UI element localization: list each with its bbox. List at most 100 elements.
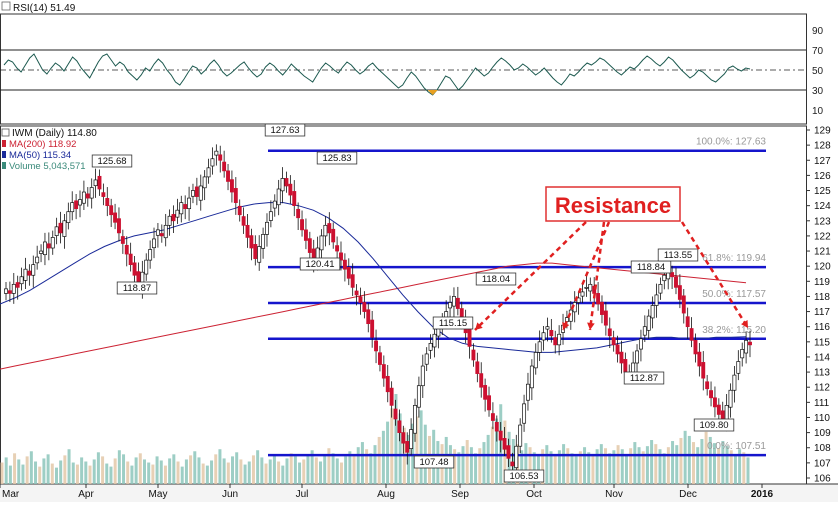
candle-body xyxy=(66,211,71,223)
candle xyxy=(117,207,121,242)
candle xyxy=(167,209,172,236)
candle xyxy=(109,198,114,227)
candle-body xyxy=(23,268,28,281)
volume-bar xyxy=(633,442,637,484)
volume-bar xyxy=(629,448,633,484)
volume-bar xyxy=(595,449,599,484)
price-tick-110: 110 xyxy=(814,413,830,424)
candle xyxy=(23,257,28,290)
x-axis-background xyxy=(0,484,838,502)
price-tick-117: 117 xyxy=(814,307,830,318)
volume-bar xyxy=(319,461,323,484)
volume-bar xyxy=(344,456,348,484)
volume-bar xyxy=(469,447,473,484)
candle xyxy=(163,213,168,247)
price-callout-box xyxy=(316,151,358,165)
candle xyxy=(179,195,184,223)
candle xyxy=(420,354,425,398)
resistance-arrowhead xyxy=(475,322,483,330)
candle xyxy=(705,374,710,396)
candle xyxy=(526,372,530,411)
volume-bar xyxy=(390,408,394,484)
rsi-tick-10: 10 xyxy=(812,106,824,117)
candle-body xyxy=(744,339,749,354)
candle xyxy=(374,329,379,364)
candle xyxy=(342,253,347,282)
candle xyxy=(81,180,86,211)
rsi-tick-30: 30 xyxy=(812,86,824,97)
candle xyxy=(358,287,363,315)
candle xyxy=(288,175,293,204)
candle-body xyxy=(498,430,503,441)
candle-body xyxy=(342,259,347,270)
candle-body xyxy=(159,233,164,237)
candle-body xyxy=(397,420,402,433)
candle xyxy=(27,264,32,286)
candle xyxy=(712,386,717,418)
candle xyxy=(113,203,118,230)
candle-body xyxy=(62,220,67,237)
price-callout-label: 120.41 xyxy=(305,259,334,270)
volume-bar xyxy=(88,465,92,484)
price-callout-box xyxy=(432,316,474,330)
volume-bar xyxy=(180,466,184,484)
candle xyxy=(222,150,227,178)
volume-bar xyxy=(155,456,159,484)
candle xyxy=(253,235,258,266)
volume-bar xyxy=(386,421,390,484)
candle-body xyxy=(448,302,453,309)
candle-body xyxy=(222,161,227,172)
candle xyxy=(389,381,394,418)
volume-bar xyxy=(369,453,373,484)
candle xyxy=(350,263,355,296)
candle xyxy=(537,330,542,362)
candle-body xyxy=(128,253,133,266)
x-label: Oct xyxy=(526,489,542,500)
price-tick-123: 123 xyxy=(814,216,831,227)
candle-body xyxy=(144,259,149,275)
resistance-arrow xyxy=(680,221,750,329)
volume-bar xyxy=(327,448,331,484)
volume-bar xyxy=(239,459,243,484)
candle-body xyxy=(600,301,604,315)
candle-body xyxy=(307,238,312,253)
volume-bar xyxy=(268,459,272,484)
volume-bar xyxy=(712,443,716,484)
volume-bar xyxy=(524,443,528,484)
volume-bar xyxy=(306,454,310,484)
candle-body xyxy=(233,188,238,203)
volume-bar xyxy=(101,456,105,484)
candle-body xyxy=(15,282,20,288)
candle xyxy=(494,415,499,442)
candle-body xyxy=(494,421,499,432)
candle xyxy=(650,296,655,329)
volume-bar xyxy=(696,447,700,484)
candle-body xyxy=(4,288,8,294)
candle-body xyxy=(564,317,569,322)
candle-body xyxy=(253,244,258,259)
volume-bar xyxy=(608,453,612,484)
volume-bar xyxy=(17,459,21,484)
candle xyxy=(39,244,44,263)
candle xyxy=(280,167,285,204)
candle-body xyxy=(167,215,172,226)
candle xyxy=(171,205,176,234)
price-callout-label: 106.53 xyxy=(509,471,538,482)
candle xyxy=(557,325,562,356)
ma200-line xyxy=(0,262,747,370)
volume-bar xyxy=(742,452,746,484)
candle xyxy=(303,218,308,250)
volume-bar xyxy=(687,435,691,484)
candle xyxy=(697,343,702,377)
volume-bar xyxy=(130,465,134,484)
candle xyxy=(35,245,40,270)
candle xyxy=(709,381,713,407)
candle-body xyxy=(346,267,351,279)
x-label: Jun xyxy=(222,489,238,500)
volume-bar xyxy=(251,455,255,484)
candle-body xyxy=(19,276,24,285)
candle xyxy=(46,232,51,261)
candle-body xyxy=(514,445,519,469)
volume-bar xyxy=(658,449,662,484)
